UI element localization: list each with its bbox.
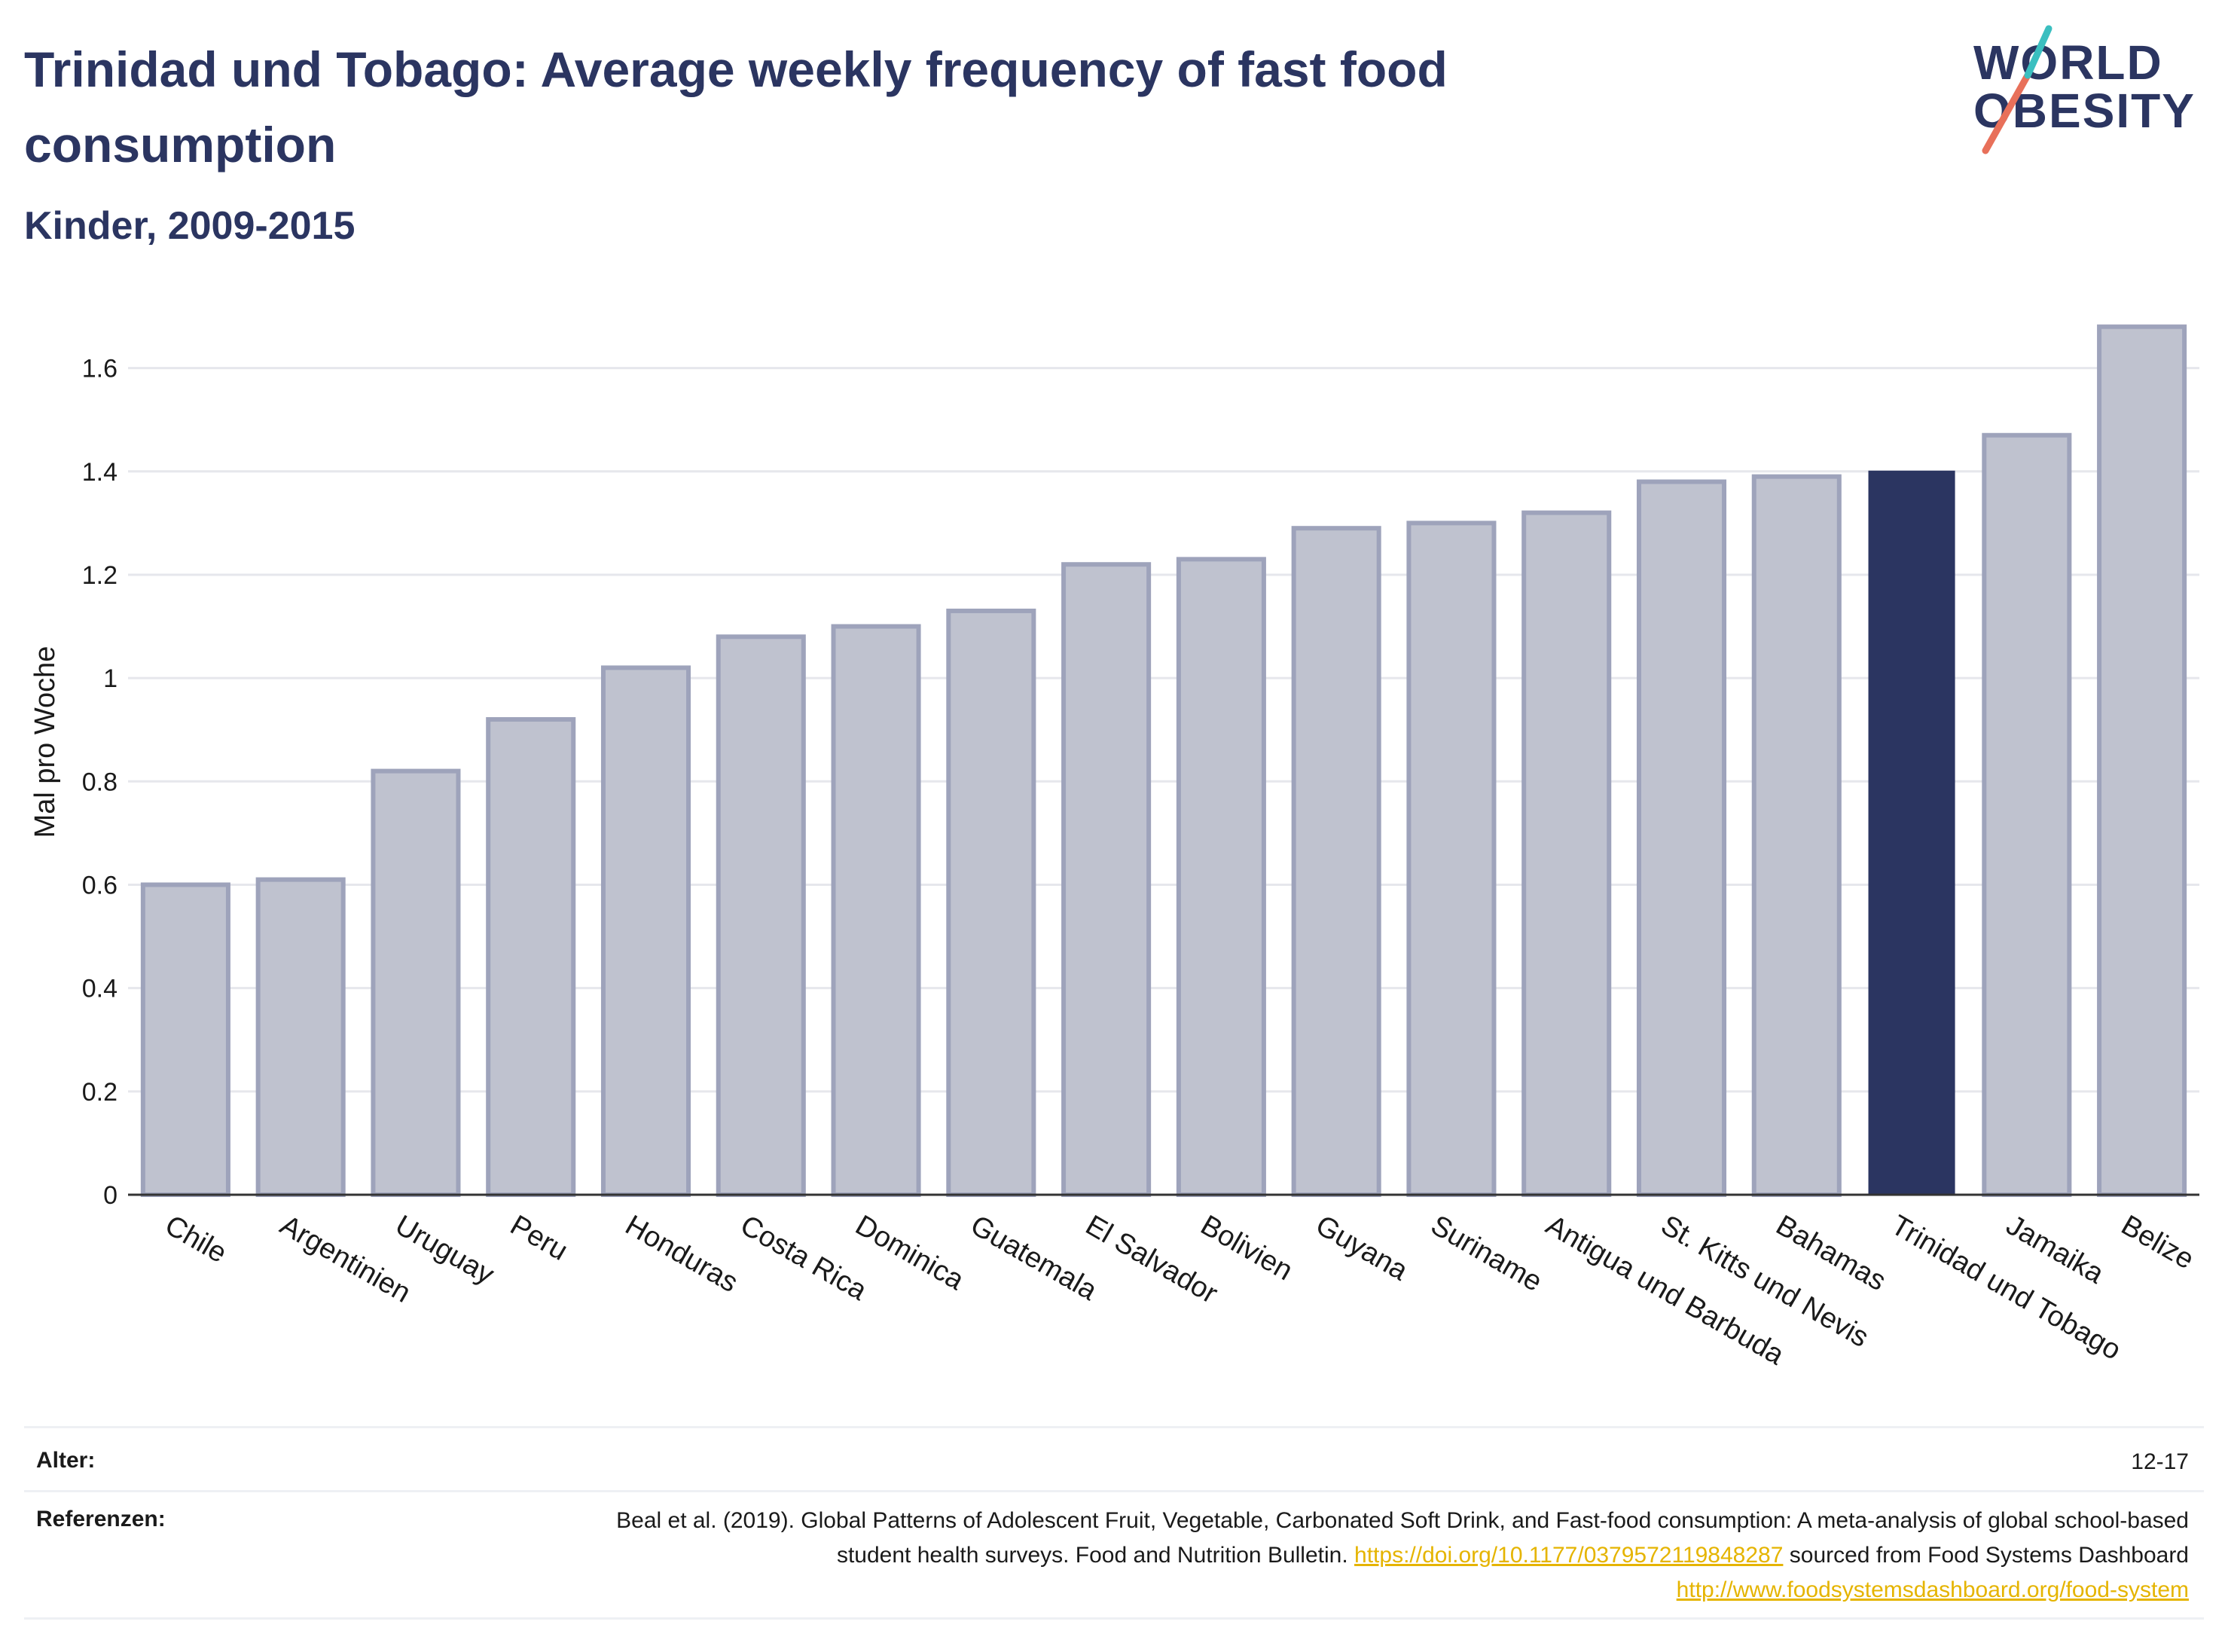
x-tick-label: Costa Rica — [735, 1209, 873, 1307]
y-tick-label: 0.6 — [82, 871, 118, 899]
bar-uruguay — [371, 768, 461, 1197]
y-tick-label: 0.8 — [82, 768, 118, 796]
age-value: 12-17 — [2131, 1449, 2189, 1474]
y-tick-label: 1 — [103, 664, 118, 693]
logo-line-1: WORLD — [1973, 35, 2163, 90]
bars — [140, 324, 2187, 1198]
x-tick-label: Guyana — [1311, 1209, 1414, 1287]
x-tick-label: Peru — [505, 1209, 573, 1267]
food-systems-dashboard-link[interactable]: http://www.foodsystemsdashboard.org/food… — [1676, 1577, 2189, 1602]
bar-antigua-und-barbuda — [1521, 510, 1612, 1197]
age-label: Alter: — [36, 1448, 96, 1473]
bar-trinidad-und-tobago — [1868, 470, 1955, 1195]
chart-subtitle: Kinder, 2009-2015 — [24, 204, 356, 248]
footer-references-row: Referenzen: Beal et al. (2019). Global P… — [24, 1504, 2204, 1617]
y-axis-label: Mal pro Woche — [29, 646, 61, 838]
bar-bahamas — [1751, 474, 1842, 1197]
reference-source: sourced from Food Systems Dashboard — [1789, 1543, 2189, 1568]
y-tick-label: 1.2 — [82, 561, 118, 590]
footer-divider — [24, 1617, 2204, 1620]
bar-guatemala — [946, 608, 1036, 1197]
footer-divider — [24, 1426, 2204, 1428]
y-tick-label: 1.4 — [82, 458, 118, 487]
bar-st-kitts-und-nevis — [1636, 479, 1727, 1197]
bar-argentinien — [255, 877, 346, 1198]
footer-divider — [24, 1490, 2204, 1492]
bar-chile — [140, 882, 230, 1197]
x-tick-label: Suriname — [1425, 1209, 1547, 1298]
logo-slash-icon — [1982, 25, 2053, 154]
reference-citation: Beal et al. (2019). Global Patterns of A… — [616, 1508, 2189, 1568]
bar-guyana — [1291, 526, 1381, 1197]
footer-age-row: Alter: 12-17 — [24, 1445, 2204, 1483]
doi-link[interactable]: https://doi.org/10.1177/0379572119848287 — [1354, 1543, 1784, 1568]
references-label: Referenzen: — [36, 1507, 166, 1531]
y-tick-label: 1.6 — [82, 355, 118, 383]
x-tick-label: Guatemala — [965, 1209, 1103, 1307]
grid-lines — [128, 367, 2199, 1093]
references-text: Beal et al. (2019). Global Patterns of A… — [569, 1504, 2189, 1608]
y-tick-label: 0.2 — [82, 1078, 118, 1107]
bar-belize — [2097, 324, 2187, 1197]
bar-honduras — [600, 665, 691, 1197]
y-tick-label: 0.4 — [82, 975, 118, 1003]
x-tick-label: Argentinien — [275, 1209, 416, 1308]
bar-jamaika — [1982, 432, 2072, 1197]
bar-suriname — [1406, 521, 1497, 1197]
bar-bolivien — [1176, 557, 1266, 1197]
bar-dominica — [831, 624, 921, 1197]
x-tick-label: Belize — [2116, 1209, 2199, 1275]
x-tick-label: Honduras — [620, 1209, 743, 1299]
bar-peru — [486, 716, 576, 1197]
bar-costa-rica — [716, 634, 806, 1197]
chart-title: Trinidad und Tobago: Average weekly freq… — [24, 41, 1448, 173]
y-tick-label: 0 — [103, 1181, 118, 1210]
x-tick-label: Chile — [160, 1209, 232, 1269]
bar-el-salvador — [1061, 562, 1152, 1197]
